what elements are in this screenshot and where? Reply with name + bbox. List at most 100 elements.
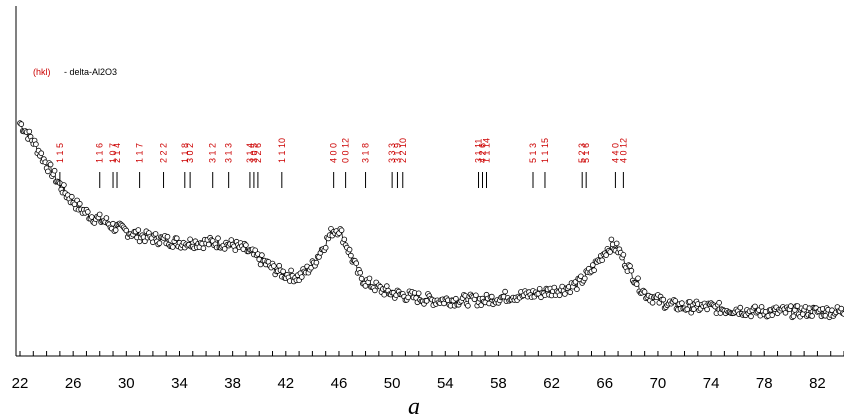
data-point xyxy=(752,303,758,310)
data-point xyxy=(620,252,627,258)
x-tick-label: 22 xyxy=(12,375,29,392)
data-point xyxy=(338,227,345,234)
data-point xyxy=(562,291,568,297)
hkl-label: 1 1 10 xyxy=(277,138,287,163)
data-point xyxy=(174,235,180,242)
data-point xyxy=(341,236,348,243)
hkl-label: 1 1 7 xyxy=(135,143,145,163)
data-point xyxy=(33,141,39,148)
data-point xyxy=(366,275,373,282)
data-point xyxy=(628,267,635,274)
data-point xyxy=(603,252,609,258)
data-point xyxy=(164,233,171,240)
data-point xyxy=(794,303,801,309)
data-point xyxy=(737,304,744,311)
hkl-label: 1 1 15 xyxy=(540,138,550,163)
hkl-label: 4 4 0 xyxy=(610,143,620,163)
hkl-label: 1 1 8 xyxy=(180,143,190,163)
data-point xyxy=(608,236,615,243)
hkl-label: 5 1 3 xyxy=(528,143,538,163)
x-tick-label: 54 xyxy=(437,375,454,392)
data-point xyxy=(221,246,228,252)
data-point xyxy=(26,128,33,135)
hkl-label: 3 1 2 xyxy=(208,143,218,163)
hkl-label: 2 1 4 xyxy=(112,143,122,163)
data-point xyxy=(112,227,119,233)
legend-phase: - delta-Al2O3 xyxy=(64,67,117,77)
data-point xyxy=(85,209,91,215)
data-point xyxy=(574,286,580,293)
hkl-label: 1 1 14 xyxy=(481,138,491,163)
hkl-label: 2 2 2 xyxy=(159,143,169,163)
data-point xyxy=(607,249,613,255)
data-point xyxy=(660,296,667,303)
hkl-label: 1 1 5 xyxy=(55,143,65,163)
data-point xyxy=(787,303,794,309)
data-point xyxy=(551,284,558,291)
hkl-label: 3 1 3 xyxy=(224,143,234,163)
data-point xyxy=(633,281,640,287)
data-point xyxy=(152,231,159,237)
hkl-label: 2 2 10 xyxy=(398,138,408,163)
data-point xyxy=(200,245,207,252)
hkl-label: 5 1 6 xyxy=(581,143,591,163)
data-point xyxy=(473,292,479,299)
data-point xyxy=(257,261,264,268)
hkl-label: 4 0 12 xyxy=(618,138,628,163)
data-point xyxy=(357,269,364,276)
x-tick-label: 82 xyxy=(809,375,826,392)
data-point xyxy=(47,161,54,168)
data-point xyxy=(536,285,543,292)
data-point xyxy=(790,313,797,320)
hkl-label: 3 3 3 xyxy=(387,143,397,163)
data-point xyxy=(156,240,163,246)
data-point xyxy=(45,168,51,175)
hkl-label: 3 1 4 xyxy=(245,143,255,163)
hkl-label: 3 1 11 xyxy=(474,139,484,163)
data-point xyxy=(170,244,176,250)
data-point xyxy=(240,246,247,252)
data-point xyxy=(142,238,148,245)
data-point xyxy=(313,259,320,266)
data-point xyxy=(252,247,259,254)
data-point xyxy=(649,299,656,306)
x-tick-label: 42 xyxy=(277,375,294,392)
data-point xyxy=(782,309,789,316)
data-point xyxy=(838,305,844,312)
x-tick-label: 66 xyxy=(596,375,613,392)
x-tick-label: 74 xyxy=(703,375,720,392)
data-point xyxy=(556,292,563,299)
data-point xyxy=(346,246,353,253)
data-point xyxy=(591,267,597,274)
hkl-label: 4 0 0 xyxy=(329,143,339,163)
data-point xyxy=(61,182,67,188)
data-point xyxy=(288,267,294,274)
data-point xyxy=(613,240,620,247)
data-point xyxy=(627,263,633,269)
data-point xyxy=(18,121,25,127)
data-point xyxy=(103,215,110,221)
legend-hkl: (hkl) xyxy=(33,67,51,77)
data-point xyxy=(270,263,277,269)
data-point xyxy=(589,262,596,268)
data-point xyxy=(362,283,369,289)
data-point xyxy=(684,306,690,313)
data-point xyxy=(383,283,390,289)
x-tick-label: 30 xyxy=(118,375,135,392)
data-point xyxy=(686,298,693,305)
x-tick-label: 70 xyxy=(650,375,667,392)
hkl-label: 1 1 6 xyxy=(95,143,105,163)
hkl-label: 4 2 6 xyxy=(478,143,488,163)
data-point xyxy=(135,227,142,233)
data-point xyxy=(415,290,422,297)
data-point xyxy=(38,150,45,157)
data-point xyxy=(716,299,722,306)
figure-caption: a xyxy=(408,394,420,419)
data-point xyxy=(280,268,286,275)
data-point xyxy=(215,235,221,242)
data-point xyxy=(232,247,239,254)
hkl-label: 3 1 9 xyxy=(392,143,402,163)
data-point xyxy=(453,295,459,302)
